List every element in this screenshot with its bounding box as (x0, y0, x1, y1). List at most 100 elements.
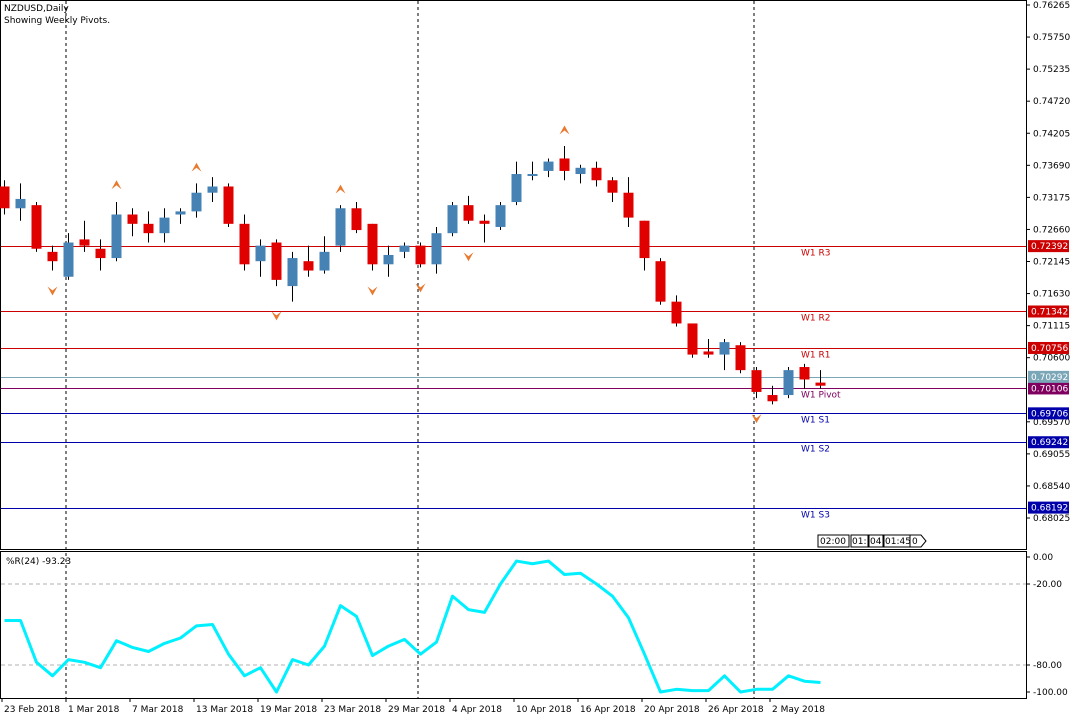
time-tick-label: 7 Mar 2018 (132, 705, 184, 715)
price-tag: 0.69242 (1028, 436, 1069, 449)
time-tick-label: 23 Mar 2018 (324, 705, 381, 715)
candle (799, 363, 810, 389)
candle-body (127, 214, 138, 224)
candle (47, 245, 58, 271)
candle-body (223, 186, 234, 224)
clock-label-3: 04: (870, 537, 884, 547)
candle (319, 236, 330, 274)
price-tag-box (1028, 436, 1069, 449)
candle (479, 214, 490, 243)
pivot-name-5: W1 S1 (801, 416, 830, 426)
indicator-tick-label: -20.00 (1033, 580, 1062, 590)
price-tag-label: 0.69242 (1031, 438, 1068, 448)
indicator-tick-label: -100.00 (1033, 688, 1068, 698)
fractal-up-arrow (111, 180, 122, 190)
pivot-lines: W1 R3 W1 R2 W1 R1 W1 Pivot W1 S1 W1 S2 W1 S3 (1, 246, 1026, 521)
candle (287, 251, 298, 302)
indicator-tick-label: 0.00 (1033, 553, 1053, 563)
candle (111, 202, 122, 262)
candle (815, 370, 826, 389)
candle-body (463, 205, 474, 221)
clock-label-5: 0 (912, 537, 918, 547)
candle (687, 323, 698, 358)
candle-body (15, 198, 26, 209)
pivot-name-4: W1 Pivot (801, 391, 841, 401)
candle (511, 161, 522, 206)
candle-body (543, 161, 554, 171)
price-tag-label: 0.70756 (1031, 344, 1068, 354)
time-tick-label: 13 Mar 2018 (196, 705, 253, 715)
price-tick-label: 0.76265 (1033, 1, 1070, 11)
time-tick-label: 1 Mar 2018 (68, 705, 120, 715)
candle-body (415, 245, 426, 265)
fractal-down-arrow (415, 283, 426, 293)
candle-body (239, 223, 250, 265)
fractals (47, 125, 762, 424)
candle-body (799, 367, 810, 380)
candle (271, 239, 282, 287)
price-axis: 0.76265 0.75750 0.75235 0.74720 0.74205 0.736… (1026, 1, 1070, 524)
candle-body (735, 345, 746, 371)
candle (255, 239, 266, 277)
fractal-down-arrow (271, 311, 282, 321)
candle-body (143, 223, 154, 234)
candle-body (783, 370, 794, 396)
candle (575, 164, 586, 184)
candle (767, 385, 778, 405)
fractal-up-arrow (559, 125, 570, 135)
candle (15, 183, 26, 221)
candle (143, 211, 154, 243)
candle (399, 242, 410, 259)
price-tick-label: 0.74205 (1033, 129, 1070, 139)
time-tick-label: 19 Mar 2018 (260, 705, 317, 715)
price-tag: 0.68192 (1028, 501, 1069, 514)
candle-body (639, 220, 650, 259)
price-tag: 0.72392 (1028, 240, 1069, 253)
fractal-down-arrow (751, 414, 762, 424)
candle-body (703, 351, 714, 355)
pivot-name-3: W1 R1 (801, 351, 830, 361)
candle-body (271, 242, 282, 280)
candle-body (31, 205, 42, 249)
time-tick-label: 29 Mar 2018 (388, 705, 445, 715)
candle-body (111, 214, 122, 259)
price-tick-label: 0.69570 (1033, 418, 1070, 428)
candle-body (559, 158, 570, 171)
price-tick-label: 0.72145 (1033, 258, 1070, 268)
price-tick-label: 0.68540 (1033, 482, 1070, 492)
candle-body (95, 248, 106, 259)
candle-body (175, 211, 186, 215)
price-tag-box (1028, 341, 1069, 354)
time-tick-label: 2 May 2018 (772, 705, 825, 715)
price-tag-label: 0.70292 (1031, 373, 1068, 383)
fractal-down-arrow (367, 286, 378, 296)
candle (719, 339, 730, 371)
candle-body (287, 258, 298, 287)
candle (655, 258, 666, 305)
clock-box-1 (817, 534, 850, 548)
candle (31, 202, 42, 252)
fractal-up-arrow (335, 184, 346, 194)
candle-body (431, 233, 442, 265)
candle (703, 339, 714, 358)
candle (367, 223, 378, 271)
price-tag: 0.70106 (1028, 382, 1069, 395)
time-tick-label: 20 Apr 2018 (644, 705, 700, 715)
candle (543, 158, 554, 178)
price-tick-label: 0.75750 (1033, 33, 1070, 43)
candle (607, 177, 618, 203)
candle-body (351, 208, 362, 231)
candle (79, 220, 90, 252)
candle-body (591, 167, 602, 181)
candle (463, 195, 474, 224)
clock-label-4: 01:45 (885, 537, 911, 547)
main-pane-frame (0, 0, 1027, 550)
indicator-pane-frame (0, 551, 1027, 699)
candle-body (63, 242, 74, 277)
candle-body (255, 245, 266, 262)
clock-widget: 02:00 01: 04: 01:45 0 (817, 534, 927, 548)
candle-body (495, 205, 506, 227)
price-tag-box (1028, 370, 1069, 383)
price-tag-label: 0.70106 (1031, 384, 1068, 394)
